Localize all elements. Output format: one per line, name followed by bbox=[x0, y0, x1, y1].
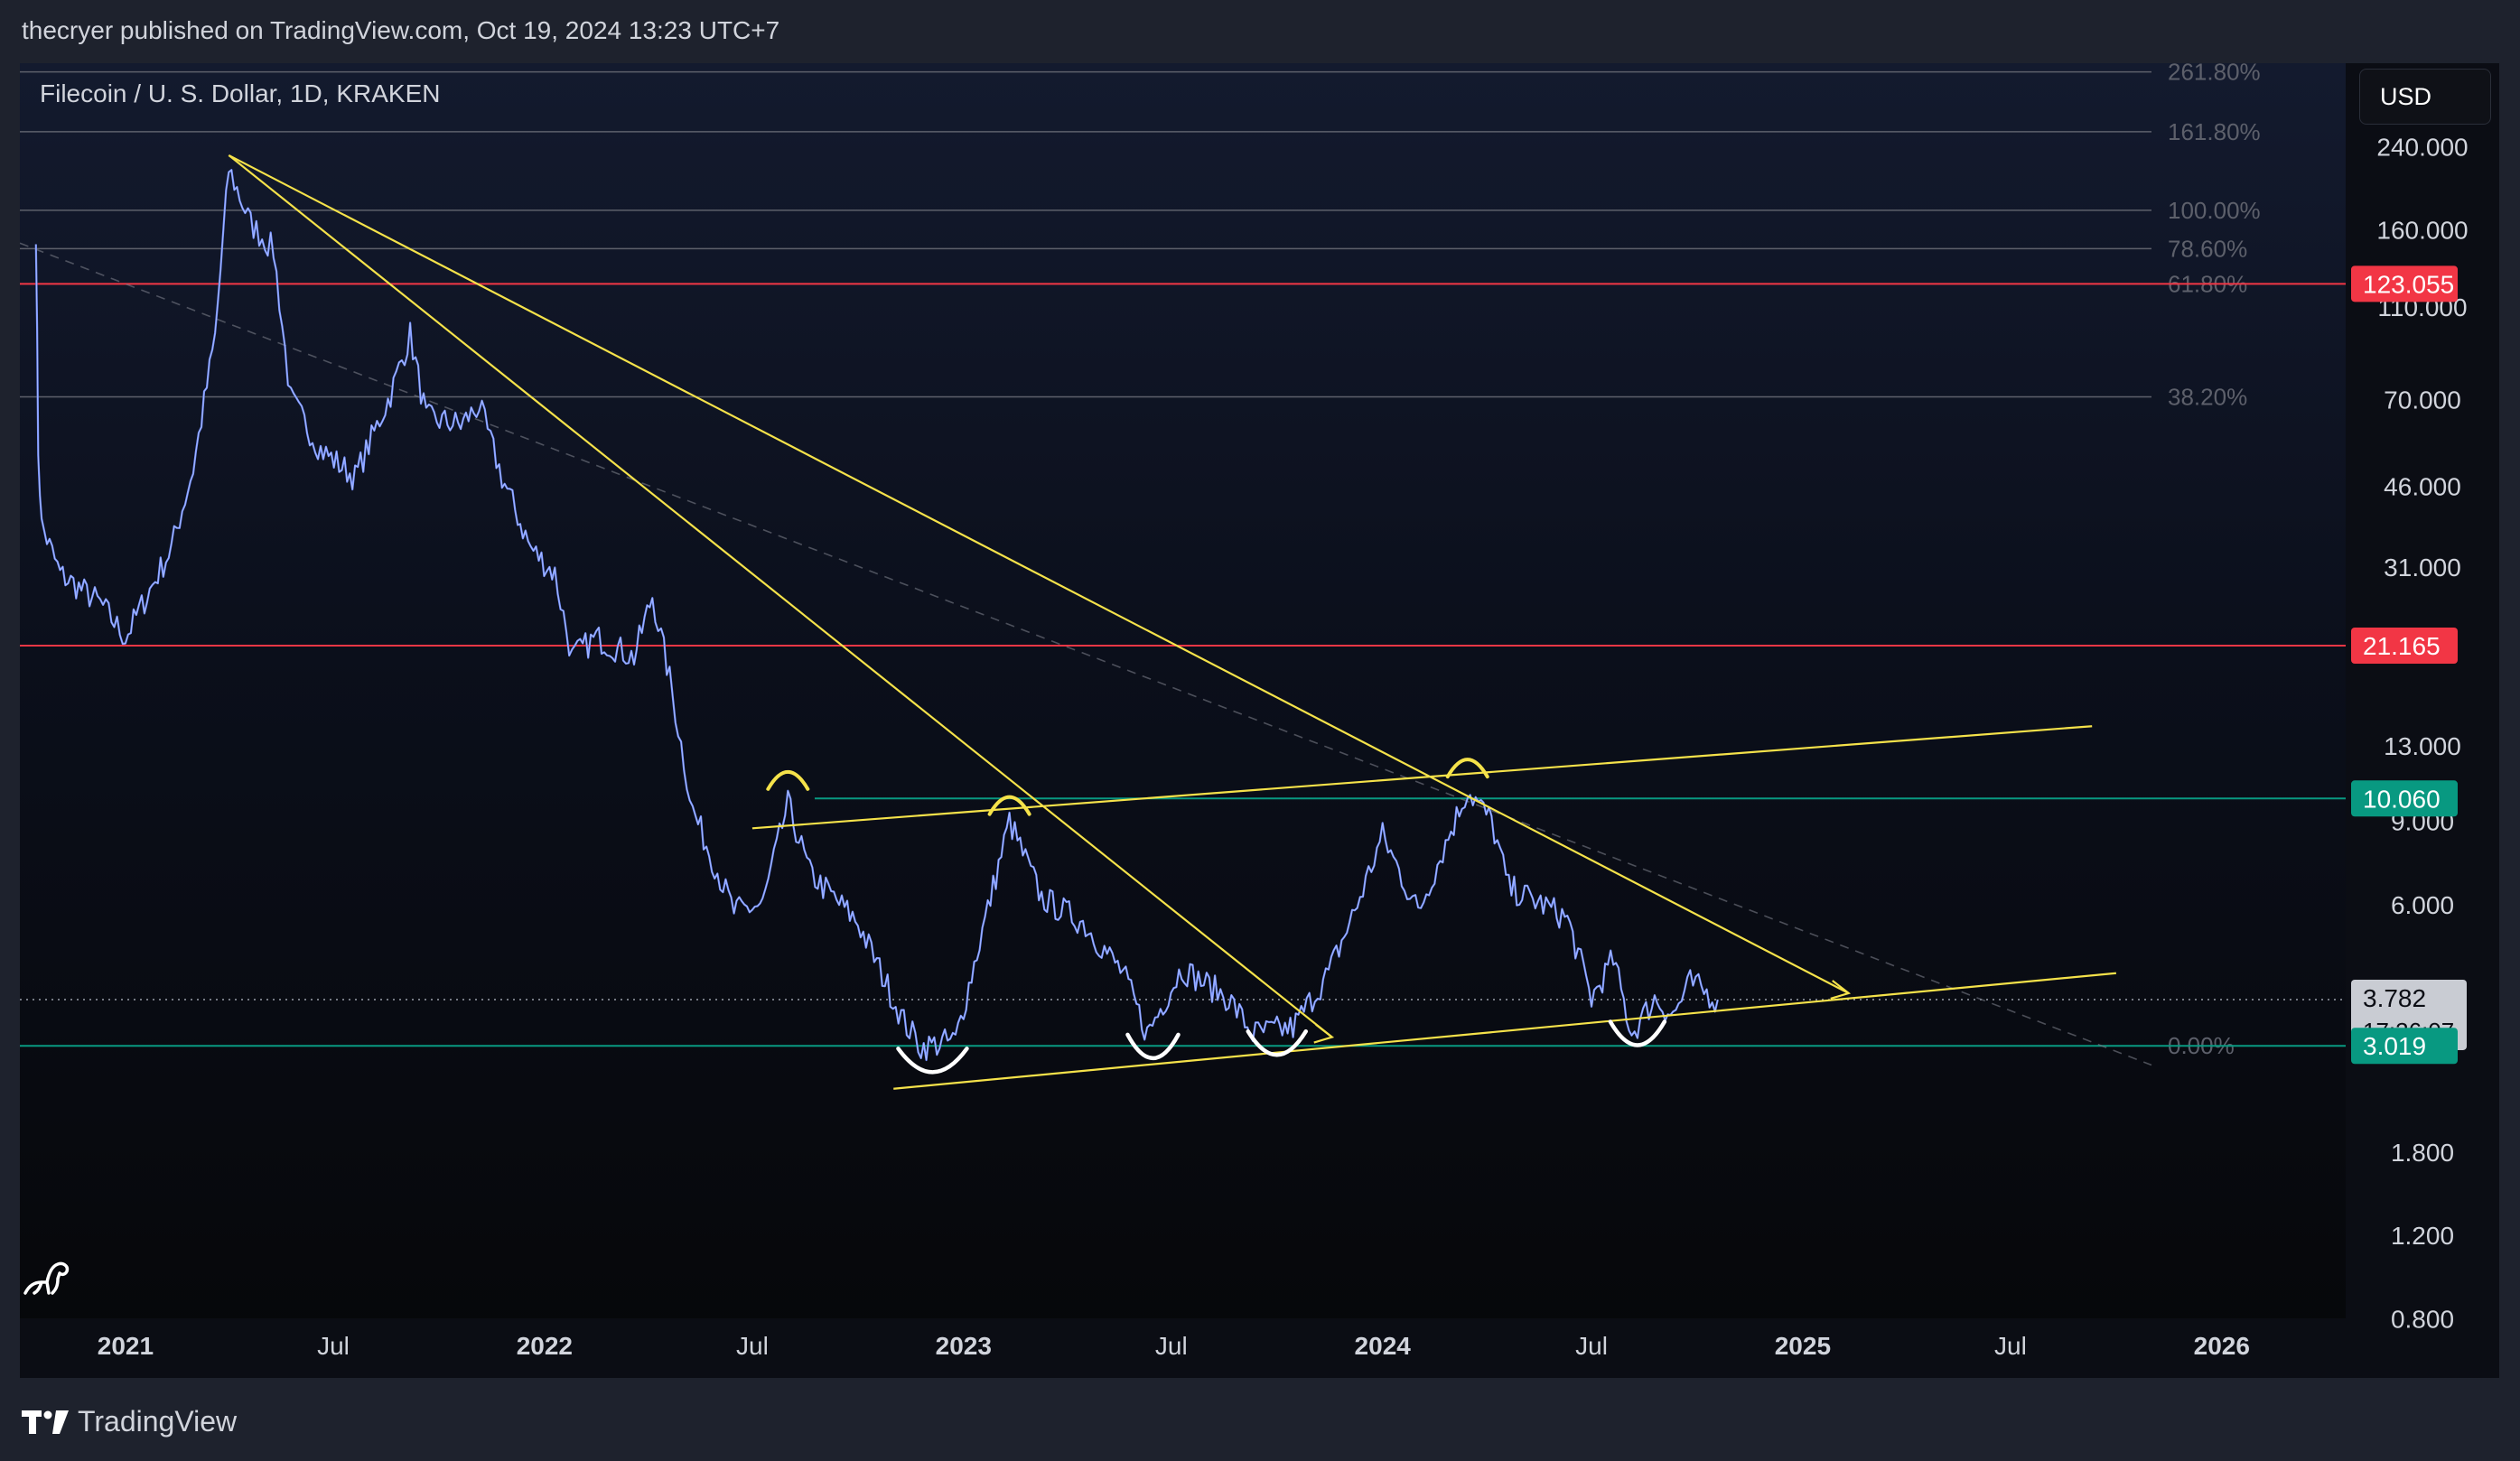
price-series-line[interactable] bbox=[34, 169, 1719, 1062]
x-tick-label: 2024 bbox=[1355, 1332, 1412, 1360]
bottom-arc-1 bbox=[896, 1047, 969, 1075]
fib-level-label: 100.00% bbox=[2168, 197, 2261, 224]
y-tick-label: 31.000 bbox=[2384, 554, 2461, 582]
x-tick-label: 2023 bbox=[936, 1332, 992, 1360]
price-tag-21-bg bbox=[2351, 627, 2458, 664]
y-tick-label: 0.800 bbox=[2391, 1306, 2454, 1334]
publish-caption: thecryer published on TradingView.com, O… bbox=[22, 16, 780, 44]
footer: TradingView bbox=[0, 1378, 2520, 1461]
y-tick-label: 6.000 bbox=[2391, 891, 2454, 919]
symbol-title: Filecoin / U. S. Dollar, 1D, KRAKEN bbox=[40, 79, 441, 107]
currency-label: USD bbox=[2380, 82, 2432, 110]
currency-button[interactable]: USD bbox=[2359, 69, 2491, 125]
chart-pane[interactable]: 261.80% 161.80% 100.00% 78.60% 61.80% 38.20% 0… bbox=[20, 63, 2499, 1378]
price-tag-10: 10.060 bbox=[2363, 785, 2441, 813]
x-tick-label: Jul bbox=[1994, 1332, 2027, 1360]
y-tick-label: 160.000 bbox=[2376, 217, 2468, 245]
price-tag-3-bg bbox=[2351, 1028, 2458, 1065]
price-tag-123: 123.055 bbox=[2363, 270, 2454, 298]
last-price-tag: 3.782 bbox=[2363, 984, 2426, 1012]
y-tick-label: 70.000 bbox=[2384, 386, 2461, 414]
top-arc-3 bbox=[1445, 758, 1489, 779]
x-tick-label: Jul bbox=[1155, 1332, 1188, 1360]
top-arc-2 bbox=[987, 795, 1031, 816]
bottom-arc-3 bbox=[1246, 1028, 1309, 1057]
y-tick-label: 240.000 bbox=[2376, 133, 2468, 161]
trendline-rising-top[interactable] bbox=[751, 725, 2093, 830]
trendline-steep-down[interactable] bbox=[228, 154, 1333, 1038]
tradingview-logo-icon bbox=[22, 1410, 69, 1434]
fib-level-label: 161.80% bbox=[2168, 118, 2261, 145]
fib-level-label: 78.60% bbox=[2168, 235, 2247, 262]
bottom-arc-4 bbox=[1608, 1019, 1667, 1047]
price-tag-123-bg bbox=[2351, 265, 2458, 302]
price-chart[interactable]: 261.80%161.80%100.00%78.60%61.80%38.20%0… bbox=[20, 63, 2499, 1378]
tradingview-brand[interactable]: TradingView bbox=[22, 1405, 237, 1438]
regression-dashed-line bbox=[20, 242, 2152, 1066]
price-wick-overlay bbox=[35, 169, 1719, 1061]
x-tick-label: 2022 bbox=[517, 1332, 573, 1360]
x-tick-label: 2026 bbox=[2194, 1332, 2250, 1360]
y-tick-label: 1.200 bbox=[2391, 1222, 2454, 1250]
price-axis-panel[interactable] bbox=[2346, 63, 2499, 1318]
y-tick-label: 46.000 bbox=[2384, 472, 2461, 500]
price-tag-3: 3.019 bbox=[2363, 1032, 2426, 1060]
y-tick-label: 13.000 bbox=[2384, 732, 2461, 760]
brand-name: TradingView bbox=[78, 1405, 238, 1438]
trendline-rising-bottom[interactable] bbox=[893, 972, 2116, 1090]
fib-level-label: 261.80% bbox=[2168, 63, 2261, 86]
x-tick-label: 2021 bbox=[98, 1332, 154, 1360]
x-tick-label: Jul bbox=[1575, 1332, 1608, 1360]
arrowhead-steep bbox=[1313, 1023, 1335, 1044]
bottom-arc-2 bbox=[1125, 1032, 1181, 1061]
y-tick-label: 1.800 bbox=[2391, 1139, 2454, 1167]
price-tag-21: 21.165 bbox=[2363, 632, 2441, 660]
fib-level-label: 38.20% bbox=[2168, 384, 2247, 411]
x-tick-label: Jul bbox=[317, 1332, 350, 1360]
price-tag-10-bg bbox=[2351, 780, 2458, 817]
dinosaur-logo-icon bbox=[23, 1261, 70, 1295]
arrowhead-long bbox=[1830, 980, 1852, 1000]
publish-header: thecryer published on TradingView.com, O… bbox=[0, 0, 2520, 63]
top-arc-1 bbox=[766, 770, 810, 791]
x-tick-label: Jul bbox=[736, 1332, 769, 1360]
x-tick-label: 2025 bbox=[1775, 1332, 1831, 1360]
trendline-long-down[interactable] bbox=[228, 154, 1850, 994]
time-axis-panel[interactable] bbox=[20, 1318, 2499, 1378]
